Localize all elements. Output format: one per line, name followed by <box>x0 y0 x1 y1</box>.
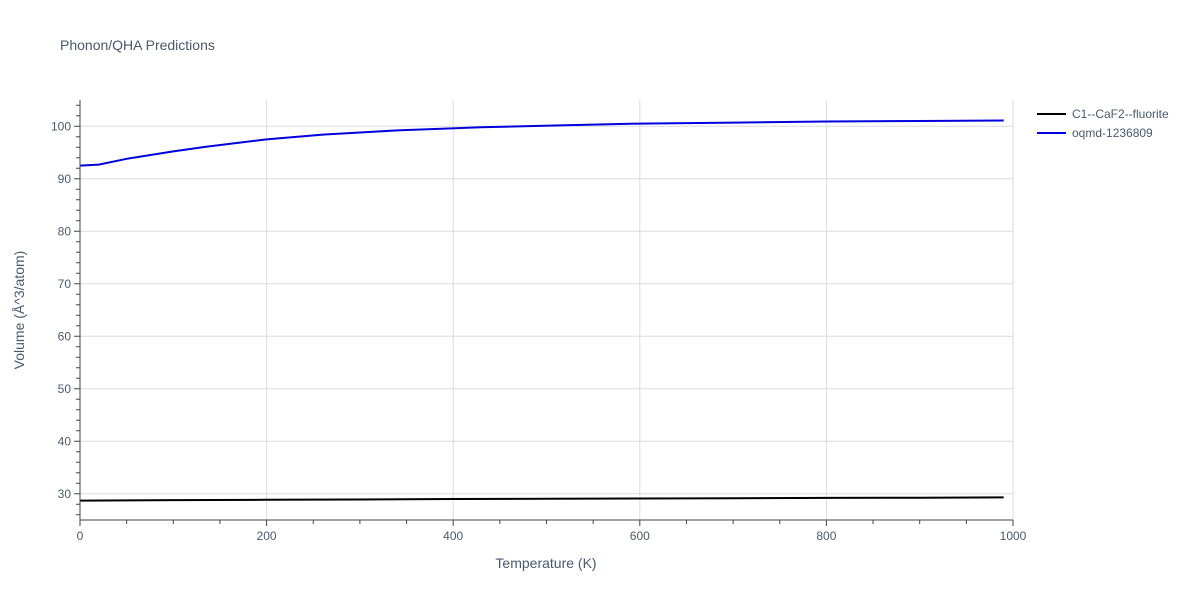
x-axis-title: Temperature (K) <box>495 555 596 571</box>
legend-label[interactable]: oqmd-1236809 <box>1072 126 1153 140</box>
series-line-0 <box>79 496 1004 502</box>
x-tick-label: 800 <box>816 529 836 543</box>
y-tick-label: 70 <box>58 277 72 291</box>
series-layer <box>79 119 1004 502</box>
y-tick-label: 90 <box>58 172 72 186</box>
x-tick-label: 400 <box>443 529 463 543</box>
y-tick-label: 100 <box>51 119 71 133</box>
y-tick-label: 40 <box>58 434 72 448</box>
legend[interactable]: C1--CaF2--fluorite oqmd-1236809 <box>1037 107 1169 140</box>
x-tick-label: 1000 <box>1000 529 1027 543</box>
x-tick-label: 200 <box>257 529 277 543</box>
x-tick-label: 0 <box>77 529 84 543</box>
axes: 0 200 400 600 800 1000 30 40 50 60 70 80 90 100 <box>51 100 1027 543</box>
chart-title: Phonon/QHA Predictions <box>60 37 215 53</box>
legend-label[interactable]: C1--CaF2--fluorite <box>1072 107 1169 121</box>
y-tick-label: 80 <box>58 224 72 238</box>
grid <box>80 100 1014 520</box>
series-line-1 <box>79 119 1004 167</box>
y-tick-label: 60 <box>58 329 72 343</box>
y-axis-title: Volume (Å^3/atom) <box>11 251 27 370</box>
y-tick-label: 50 <box>58 382 72 396</box>
y-tick-label: 30 <box>58 487 72 501</box>
x-tick-label: 600 <box>630 529 650 543</box>
